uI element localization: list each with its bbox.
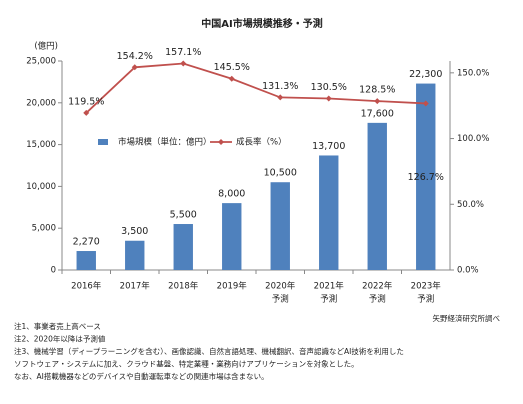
bar-label: 8,000 (218, 189, 245, 200)
bar-label: 17,600 (361, 108, 394, 119)
bar (222, 203, 242, 270)
note: 注3、機械学習（ディープラーニングを含む）、画像認識、自然言語処理、機械翻訳、音… (14, 346, 404, 356)
bar (319, 155, 339, 270)
bar-label: 10,500 (264, 168, 297, 179)
note: 注1、事業者売上高ベース (14, 321, 101, 331)
note: ソフトウェア・システムに加え、クラウド基盤、特定業種・業務向けアプリケーションを… (14, 359, 359, 369)
line-label: 154.2% (117, 51, 153, 62)
y-unit-label: (億円) (34, 41, 58, 52)
line-marker (83, 109, 90, 116)
note: 注2、2020年以降は予測値 (14, 334, 106, 344)
y-tick-label: 15,000 (26, 140, 56, 150)
bar (367, 122, 387, 270)
line-label: 157.1% (165, 47, 201, 58)
line-marker (131, 64, 138, 71)
y2-tick-label: 100.0% (457, 134, 489, 144)
bar (270, 182, 290, 270)
y2-tick-label: 150.0% (457, 68, 489, 78)
line-marker (374, 98, 381, 105)
line-marker (228, 75, 235, 82)
y-tick-label: 20,000 (26, 98, 56, 108)
line-label: 145.5% (214, 62, 250, 73)
x-tick-label: 2018年 (168, 281, 199, 292)
x-tick-note: 予測 (369, 294, 386, 305)
line-marker (180, 60, 187, 67)
line-marker (325, 95, 332, 102)
bar-label: 22,300 (409, 69, 442, 80)
line (85, 62, 426, 114)
line-label: 131.3% (262, 81, 298, 92)
line-label: 128.5% (359, 85, 395, 96)
x-tick-note: 予測 (272, 294, 289, 305)
x-tick-label: 2019年 (217, 281, 248, 292)
legend-label: 成長率（%） (236, 137, 287, 148)
x-tick-label: 2020年 (265, 281, 296, 292)
y-tick-label: 25,000 (26, 57, 56, 67)
line-marker (277, 94, 284, 101)
legend-label: 市場規模（単位：億円） (118, 137, 212, 148)
x-tick-label: 2021年 (314, 281, 345, 292)
line-label: 126.7% (408, 172, 444, 183)
x-tick-note: 予測 (320, 294, 337, 305)
bar (125, 240, 145, 270)
bar-label: 13,700 (312, 141, 345, 152)
bar (76, 251, 96, 270)
x-tick-label: 2022年 (362, 281, 393, 292)
bar-label: 5,500 (170, 210, 197, 221)
y-tick-label: 10,000 (26, 182, 56, 192)
x-tick-label: 2016年 (71, 281, 102, 292)
legend-swatch (98, 139, 108, 145)
y-tick-label: 0 (51, 266, 56, 276)
source: 矢野経済研究所調べ (433, 313, 501, 323)
chart-title: 中国AI市場規模推移・予測 (201, 17, 322, 30)
bar-label: 2,270 (73, 237, 100, 248)
x-tick-label: 2017年 (120, 281, 151, 292)
bar (173, 224, 193, 270)
bar (416, 83, 436, 271)
y-tick-label: 5,000 (32, 224, 56, 234)
y2-tick-label: 50.0% (457, 200, 484, 210)
line-marker (422, 100, 429, 107)
x-tick-label: 2023年 (411, 281, 442, 292)
x-tick-note: 予測 (417, 294, 434, 305)
line-label: 130.5% (311, 82, 347, 93)
note: なお、AI搭載機器などのデバイスや自動運転車などの関連市場は含まない。 (14, 371, 269, 381)
line-label: 119.5% (68, 96, 104, 107)
legend-swatch-marker (218, 139, 224, 145)
y2-tick-label: 0.0% (457, 266, 479, 276)
bar-label: 3,500 (121, 226, 148, 237)
